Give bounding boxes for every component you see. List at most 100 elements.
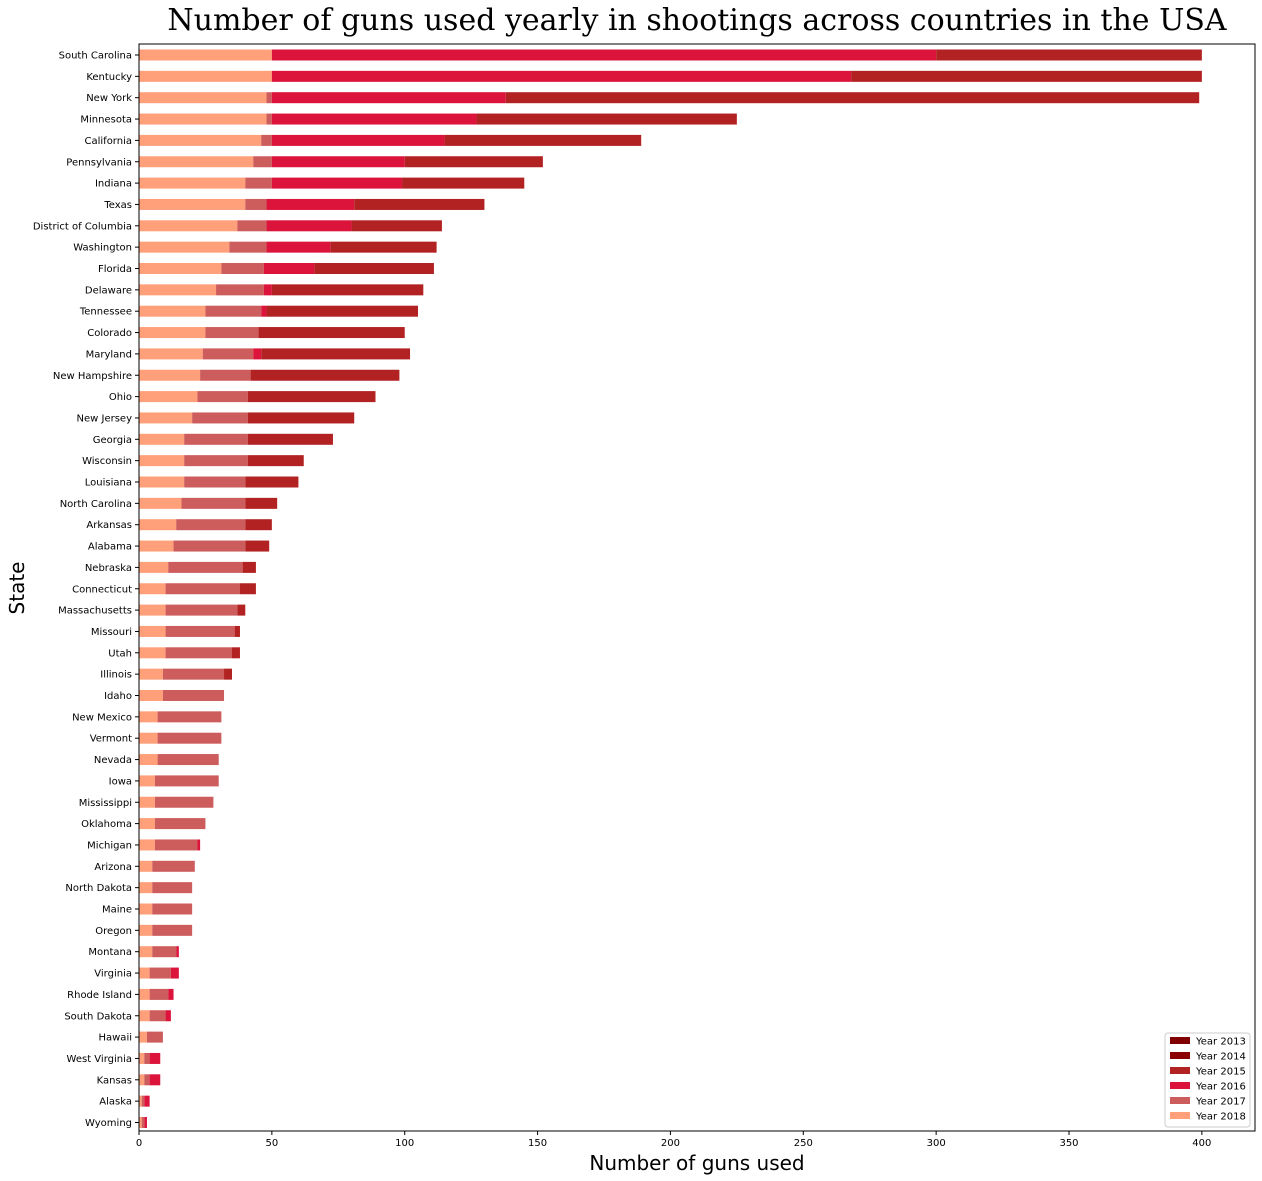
bar-year-2018-south-dakota [139, 1010, 150, 1022]
bar-year-2015-ohio [247, 391, 376, 403]
bar-year-2018-arizona [139, 860, 153, 872]
bar-year-2015-colorado [258, 327, 405, 339]
bar-year-2016-pennsylvania [271, 156, 405, 168]
chart-title: Number of guns used yearly in shootings … [167, 3, 1227, 38]
y-tick-label: California [85, 136, 133, 147]
bar-year-2016-michigan [197, 839, 201, 851]
y-tick-label: Mississippi [79, 798, 132, 809]
bar-year-2017-missouri [165, 625, 235, 637]
bar-year-2015-massachusetts [237, 604, 246, 616]
bar-year-2018-massachusetts [139, 604, 166, 616]
bar-year-2018-south-carolina [139, 49, 272, 61]
x-tick-label: 400 [1192, 1138, 1211, 1149]
y-tick-label: Washington [73, 243, 132, 254]
bar-year-2015-wisconsin [247, 455, 304, 467]
bar-year-2018-texas [139, 198, 246, 210]
bar-year-2018-louisiana [139, 476, 185, 488]
bar-year-2016-district-of-columbia [266, 220, 352, 232]
bar-year-2018-california [139, 134, 262, 146]
legend-label: Year 2013 [1195, 1037, 1246, 1048]
bar-year-2017-oregon [152, 924, 193, 936]
legend: Year 2013 Year 2014 Year 2015 Year 2016 Year… [1164, 1032, 1251, 1128]
y-tick-label: Rhode Island [67, 990, 132, 1001]
bar-year-2017-maryland [202, 348, 254, 360]
bar-year-2017-ohio [197, 391, 248, 403]
y-tick-label: Texas [103, 200, 132, 211]
y-tick-label: Alaska [99, 1097, 132, 1108]
x-tick-label: 0 [136, 1138, 142, 1149]
bar-year-2018-ohio [139, 391, 198, 403]
y-tick-label: Idaho [104, 691, 132, 702]
bar-year-2015-utah [232, 647, 240, 659]
y-tick-label: Virginia [94, 969, 132, 980]
y-tick-label: New Mexico [72, 712, 132, 723]
bar-year-2017-alaska [141, 1095, 145, 1107]
y-tick-label: Michigan [87, 840, 132, 851]
bar-year-2017-illinois [162, 668, 225, 680]
bar-year-2016-minnesota [271, 113, 477, 125]
bar-year-2016-wyoming [144, 1117, 147, 1128]
bar-year-2017-district-of-columbia [237, 220, 267, 232]
bar-year-2018-delaware [139, 284, 217, 296]
y-tick-label: New York [86, 93, 132, 104]
bar-year-2016-texas [266, 198, 355, 210]
y-axis-label: State [5, 562, 29, 615]
bar-year-2018-nebraska [139, 561, 169, 573]
x-tick-label: 300 [927, 1138, 946, 1149]
bar-year-2016-kansas [149, 1074, 161, 1086]
y-tick-label: Wisconsin [82, 456, 132, 467]
y-tick-label: New Jersey [77, 413, 133, 424]
bar-year-2016-maryland [253, 348, 262, 360]
bar-year-2018-indiana [139, 177, 246, 189]
y-tick-label: Arkansas [86, 520, 132, 531]
y-tick-label: Wyoming [85, 1118, 132, 1129]
bar-year-2017-vermont [157, 732, 222, 744]
bar-year-2015-south-carolina [936, 49, 1202, 61]
bar-year-2018-colorado [139, 327, 206, 339]
bar-year-2016-florida [263, 263, 315, 274]
y-tick-label: North Dakota [65, 883, 132, 894]
bar-year-2015-florida [314, 263, 434, 274]
bar-year-2016-tennessee [261, 305, 267, 317]
bar-year-2017-oklahoma [154, 818, 206, 830]
bar-year-2016-new-york [271, 92, 506, 104]
y-tick-label: West Virginia [67, 1054, 132, 1065]
bar-year-2018-new-york [139, 92, 267, 104]
y-tick-label: District of Columbia [33, 221, 132, 232]
bar-year-2015-new-york [505, 92, 1200, 104]
bar-year-2016-west-virginia [149, 1052, 161, 1064]
bar-year-2018-kansas [139, 1074, 145, 1086]
bar-year-2018-illinois [139, 668, 163, 680]
bar-year-2018-alabama [139, 540, 174, 552]
bar-year-2018-maine [139, 903, 153, 915]
bar-year-2017-massachusetts [165, 604, 238, 616]
bar-year-2017-iowa [154, 775, 219, 787]
bar-year-2015-illinois [224, 668, 232, 680]
legend-swatch [1170, 1112, 1190, 1119]
y-tick-label: Missouri [91, 627, 132, 638]
y-tick-label: Montana [88, 947, 132, 958]
bar-year-2018-connecticut [139, 583, 166, 595]
bar-year-2017-washington [229, 241, 267, 253]
x-tick-label: 50 [265, 1138, 278, 1149]
bar-year-2018-mississippi [139, 796, 155, 808]
y-tick-label: Tennessee [79, 307, 132, 318]
y-tick-label: Maine [102, 905, 132, 916]
bar-year-2017-maine [152, 903, 193, 915]
bar-year-2018-arkansas [139, 519, 177, 531]
y-tick-label: Oregon [95, 926, 132, 937]
y-tick-label: Massachusetts [58, 606, 132, 617]
bar-year-2017-montana [152, 946, 177, 958]
legend-swatch [1170, 1082, 1190, 1089]
bar-year-2017-california [261, 134, 272, 146]
bar-year-2018-oklahoma [139, 818, 155, 830]
y-tick-label: Delaware [85, 285, 132, 296]
y-tick-label: Connecticut [72, 584, 132, 595]
bar-year-2016-california [271, 134, 445, 146]
x-tick-label: 200 [661, 1138, 680, 1149]
y-tick-label: Colorado [87, 328, 132, 339]
bar-year-2017-kansas [144, 1074, 150, 1086]
bars-layer [139, 49, 1202, 1128]
bar-year-2018-west-virginia [139, 1052, 145, 1064]
bar-year-2017-north-carolina [181, 497, 246, 509]
